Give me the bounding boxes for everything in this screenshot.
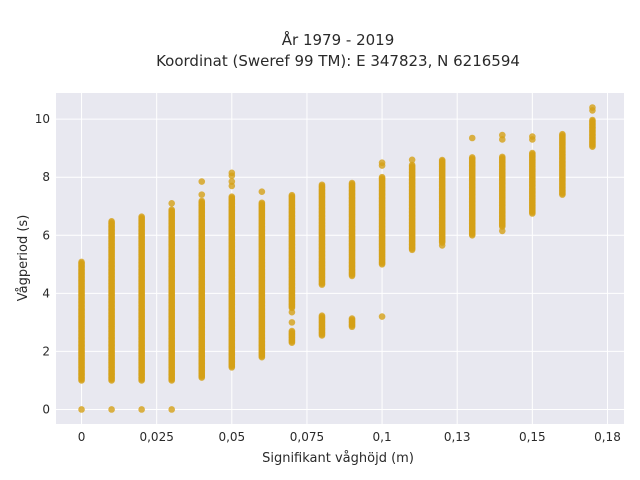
data-point xyxy=(138,213,145,220)
data-point xyxy=(168,406,176,413)
data-point xyxy=(378,313,386,320)
data-point xyxy=(228,193,236,200)
data-point xyxy=(378,159,386,166)
x-tick-label: 0,13 xyxy=(444,430,471,444)
data-point xyxy=(318,181,326,189)
data-point xyxy=(288,191,296,199)
plot-area xyxy=(56,93,624,424)
data-point xyxy=(138,406,145,413)
y-axis-label: Vågperiod (s) xyxy=(16,215,31,302)
data-point xyxy=(529,149,536,157)
x-tick-label: 0,075 xyxy=(290,430,324,444)
data-point xyxy=(438,156,446,164)
data-point xyxy=(78,406,85,413)
data-point xyxy=(198,191,206,198)
data-point xyxy=(589,104,596,111)
data-point xyxy=(228,178,236,185)
y-tick-label: 4 xyxy=(42,286,50,300)
y-tick-labels: 0 2 4 6 8 10 xyxy=(35,112,50,416)
data-point xyxy=(288,308,296,316)
data-point xyxy=(498,227,506,235)
y-tick-label: 6 xyxy=(42,228,50,242)
data-point xyxy=(288,327,296,335)
chart-title-line2: Koordinat (Sweref 99 TM): E 347823, N 62… xyxy=(156,52,520,70)
x-tick-label: 0 xyxy=(78,430,86,444)
y-tick-label: 2 xyxy=(42,344,50,358)
data-point xyxy=(559,130,566,138)
data-point xyxy=(378,173,386,181)
data-point xyxy=(408,161,416,169)
data-point xyxy=(258,199,266,207)
x-tick-label: 0,025 xyxy=(139,430,173,444)
data-point xyxy=(348,315,356,322)
x-tick-label: 0,18 xyxy=(594,430,621,444)
data-point xyxy=(498,153,506,161)
data-point xyxy=(529,133,536,140)
data-point xyxy=(318,312,326,319)
data-point xyxy=(498,131,506,139)
chart-title-line1: År 1979 - 2019 xyxy=(282,30,395,49)
data-point xyxy=(168,206,176,214)
data-point xyxy=(168,200,176,207)
data-point xyxy=(78,258,85,266)
data-point xyxy=(589,116,596,124)
x-tick-label: 0,15 xyxy=(519,430,546,444)
data-point xyxy=(438,242,446,249)
y-tick-label: 0 xyxy=(42,402,50,416)
y-tick-label: 10 xyxy=(35,112,50,126)
data-point xyxy=(258,188,266,196)
x-tick-label: 0,1 xyxy=(373,430,392,444)
data-point xyxy=(288,319,296,326)
data-point xyxy=(108,218,115,225)
data-point xyxy=(468,134,476,142)
data-point xyxy=(348,179,356,187)
x-tick-labels: 0 0,025 0,05 0,075 0,1 0,13 0,15 0,18 xyxy=(78,430,621,444)
x-tick-label: 0,05 xyxy=(218,430,245,444)
data-points xyxy=(78,104,596,413)
data-point xyxy=(228,169,236,177)
data-point xyxy=(108,406,115,413)
data-point xyxy=(198,197,206,205)
data-point xyxy=(198,178,206,185)
x-axis-label: Signifikant våghöjd (m) xyxy=(262,451,414,466)
data-point xyxy=(408,156,416,164)
y-tick-label: 8 xyxy=(42,170,50,184)
data-point xyxy=(468,154,476,161)
